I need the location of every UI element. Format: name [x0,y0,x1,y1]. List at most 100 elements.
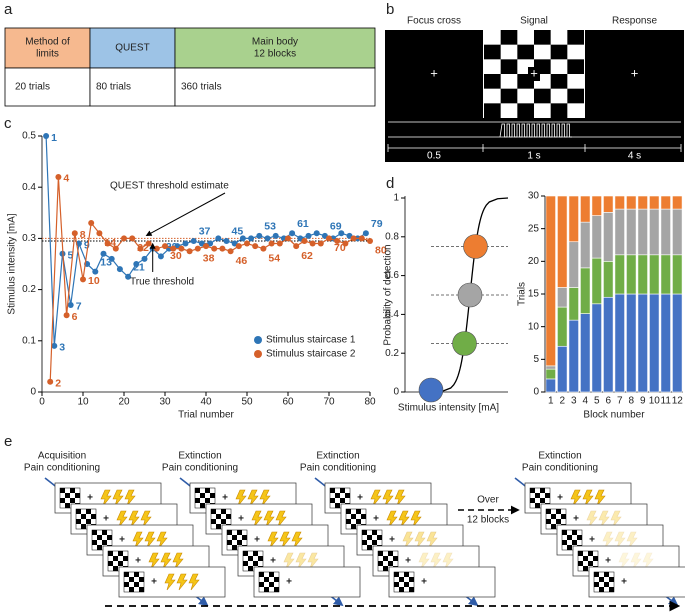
checker [123,551,128,556]
point [264,235,271,242]
point [182,240,189,247]
point-label: 13 [100,256,112,268]
y-tick-label: 5 [533,354,539,365]
checker [253,561,258,566]
checker [577,535,582,540]
cell-text: 360 trials [181,82,222,93]
lightning-icon [148,552,160,570]
lightning-icon [235,489,247,507]
checker [75,488,80,493]
checker [259,587,264,592]
point [157,253,164,260]
x-tick-label: 2 [559,396,565,407]
checker [274,572,279,577]
checker [81,509,86,514]
checker-border [577,550,599,572]
checker [139,582,144,587]
bar-segment [545,378,556,393]
checker [367,530,372,535]
bar-segment [649,208,660,256]
x-tick-label: 7 [617,396,623,407]
checker [102,530,107,535]
point [153,245,160,252]
checker [335,493,340,498]
y-tick-label: 0.5 [22,131,36,142]
checker [556,509,561,514]
point [121,235,127,242]
checker [545,498,550,503]
y-tick-label: 0.4 [22,182,36,193]
fixation-cross: + [557,493,563,504]
x-tick-label: 1 [548,396,554,407]
point [244,240,250,247]
bar-segment [603,212,614,262]
checker [221,509,226,514]
duration-label: 0.5 [427,151,441,162]
checker [562,535,567,540]
x-tick-label: 10 [77,397,89,408]
y-tick-label: 30 [528,191,540,202]
lightning-icon [291,531,303,549]
checker [269,572,274,577]
checker [404,577,409,582]
lightning-icon [410,510,422,528]
lightning-icon [570,489,582,507]
trial-card: + [118,566,226,598]
checker [345,498,350,503]
lightning-icon [586,510,598,528]
pulse-train [499,123,572,138]
lightning-icon [442,552,454,570]
point [51,342,58,349]
checker [113,566,118,571]
checker [91,509,96,514]
bar-segment [568,287,579,321]
checker [102,535,107,540]
checker [92,535,97,540]
checker [211,524,216,529]
checker [346,519,351,524]
point [116,266,123,273]
checker [65,488,70,493]
point [326,235,332,242]
bar-segment [568,319,579,393]
legend-marker [254,336,262,344]
header-text: 12 blocks [254,49,296,60]
lightning-icon [630,552,642,570]
bar-segment [557,345,568,393]
checker [70,493,75,498]
point-label: 62 [301,250,313,262]
point [104,240,111,247]
bar-segment [660,208,671,256]
checker [561,519,566,524]
bar-segment [568,241,579,288]
checker [562,545,567,550]
point [203,243,209,250]
checker [567,540,572,545]
checker [237,535,242,540]
point-label: 14 [104,237,116,249]
checker [545,493,550,498]
checker-border [194,487,216,509]
y-tick-label: 0 [393,387,399,398]
checker [108,561,113,566]
checker [372,535,377,540]
checker [139,572,144,577]
checker [583,561,588,566]
checker [97,535,102,540]
duration-label: 1 s [527,151,540,162]
checker [330,488,335,493]
checker [367,540,372,545]
checker [372,540,377,545]
checker [362,530,367,535]
lightning-icon [100,489,112,507]
point-label: 8 [80,229,86,241]
checker [211,509,216,514]
checker [124,582,129,587]
checker [123,561,128,566]
point [223,237,230,244]
checker [269,587,274,592]
checker-border [329,487,351,509]
bar-segment [591,303,602,393]
checker [388,556,393,561]
checker [578,551,583,556]
